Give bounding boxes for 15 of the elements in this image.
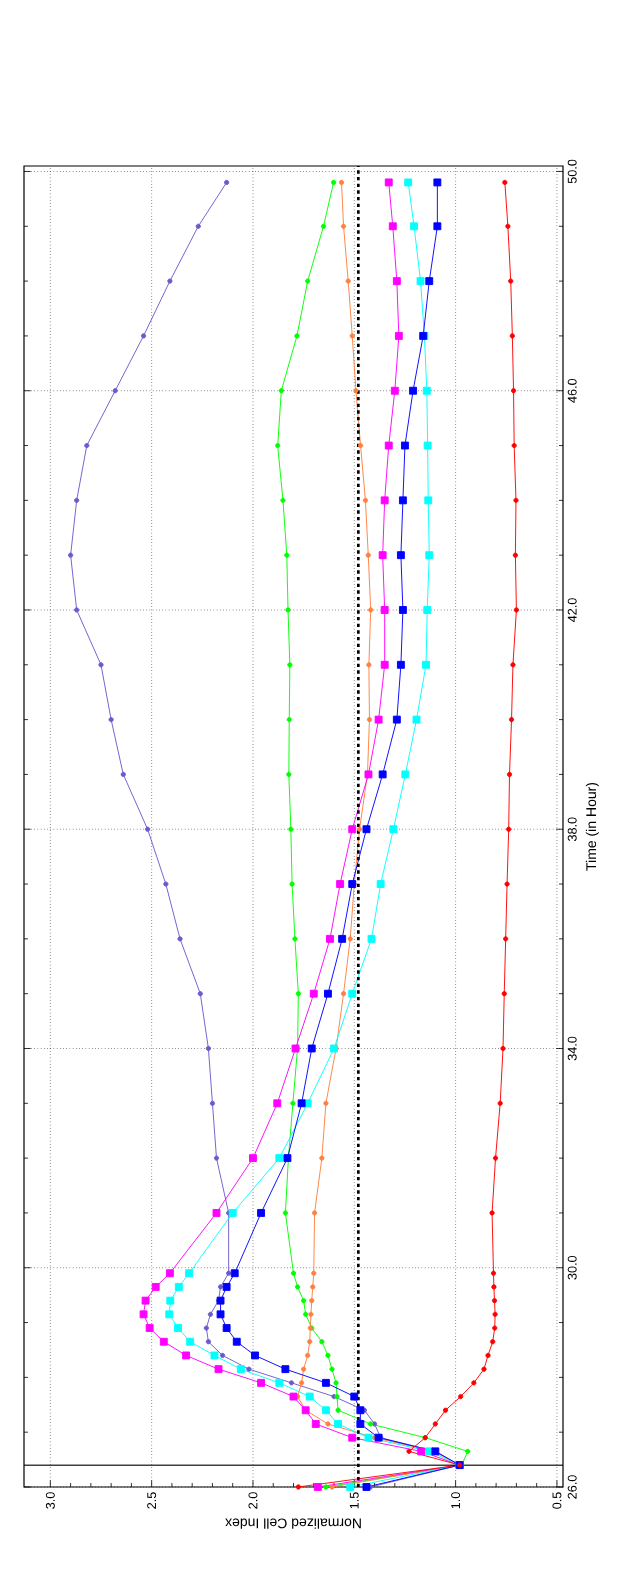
y-tick-label: 42.0 (567, 598, 577, 623)
y-tick-label: 46.0 (567, 378, 577, 403)
y-tick-label: 26.0 (567, 1475, 577, 1499)
x-tick-label: 1.0 (451, 1492, 461, 1509)
x-tick-label: 1.5 (349, 1492, 359, 1509)
y-tick-label: 38.0 (567, 817, 577, 842)
x-tick-label: 2.0 (248, 1492, 258, 1509)
x-axis-title: Normalized Cell Index (225, 1518, 361, 1529)
y-tick-label: 30.0 (567, 1255, 577, 1280)
x-tick-label: 3.0 (45, 1492, 55, 1509)
y-tick-label: 50.0 (567, 159, 577, 184)
y-axis-title: Time (in Hour) (585, 782, 599, 871)
y-tick-label: 34.0 (567, 1036, 577, 1061)
x-tick-label: 2.5 (147, 1492, 157, 1509)
x-tick-label: 0.5 (552, 1492, 562, 1509)
